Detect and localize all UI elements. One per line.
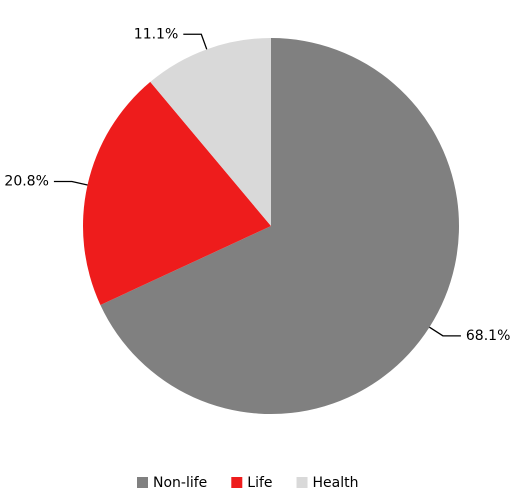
legend-label: Non-life — [153, 475, 207, 491]
pie-slice — [100, 38, 459, 414]
pie-slice — [150, 38, 271, 226]
data-label: 11.1% — [134, 26, 178, 42]
legend-swatch — [296, 477, 308, 488]
leader-line — [429, 326, 461, 337]
data-label: 68.1% — [466, 328, 510, 344]
pie-slice — [83, 81, 271, 305]
leader-line — [183, 33, 208, 50]
legend-label: Health — [313, 475, 359, 491]
leader-line — [53, 180, 88, 186]
legend-swatch — [231, 477, 243, 488]
legend-label: Life — [247, 475, 272, 491]
legend-swatch — [137, 477, 148, 488]
data-label: 20.8% — [4, 173, 48, 189]
